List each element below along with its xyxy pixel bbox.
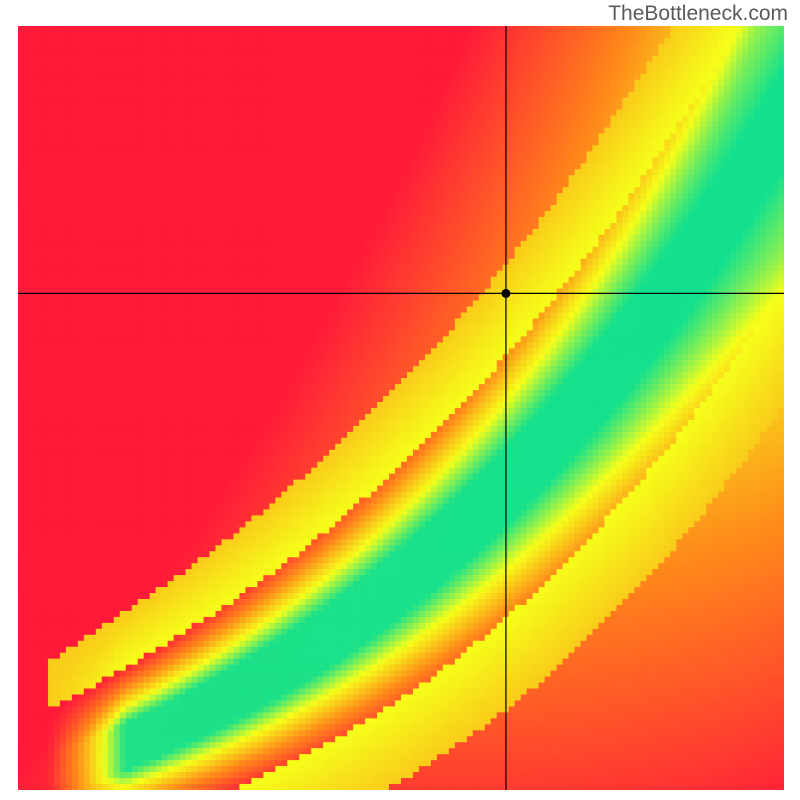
bottleneck-heatmap	[18, 26, 784, 790]
watermark-text: TheBottleneck.com	[608, 2, 788, 26]
chart-container: { "watermark": { "text": "TheBottleneck.…	[0, 0, 800, 800]
